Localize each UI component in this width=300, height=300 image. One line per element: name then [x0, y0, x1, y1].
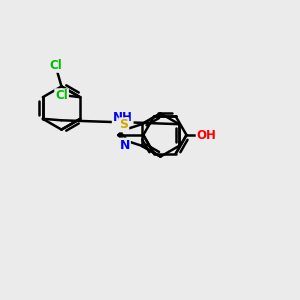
Text: NH: NH	[113, 111, 133, 124]
Text: Cl: Cl	[55, 89, 68, 102]
Text: Cl: Cl	[49, 59, 62, 72]
Text: N: N	[119, 139, 130, 152]
Text: S: S	[119, 118, 128, 131]
Text: OH: OH	[197, 128, 217, 142]
